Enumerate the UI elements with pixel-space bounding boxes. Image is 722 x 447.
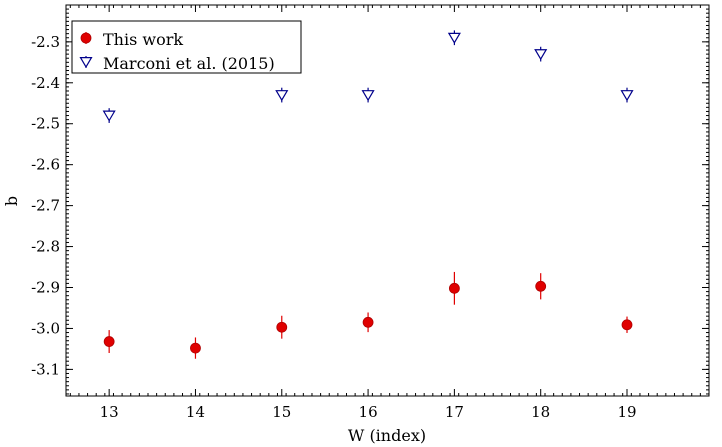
x-axis-label: W (index) xyxy=(348,426,426,445)
x-tick-label: 16 xyxy=(359,403,378,421)
x-tick-label: 13 xyxy=(100,403,119,421)
y-tick-label: -3.0 xyxy=(31,319,60,337)
data-point xyxy=(102,110,116,122)
data-point xyxy=(534,49,548,61)
data-point xyxy=(447,32,461,44)
minor-ticks xyxy=(66,4,709,396)
legend-marker-this-work xyxy=(80,32,92,44)
y-tick-label: -2.5 xyxy=(31,115,60,133)
x-tick-labels: 13 14 15 16 17 18 19 xyxy=(100,403,637,421)
data-point xyxy=(275,90,289,102)
y-tick-label: -2.9 xyxy=(31,279,60,297)
x-tick-label: 18 xyxy=(531,403,550,421)
legend: This work Marconi et al. (2015) xyxy=(71,20,302,74)
legend-label-this-work: This work xyxy=(103,30,183,49)
legend-triangle-marker xyxy=(79,56,93,69)
data-point xyxy=(535,280,547,292)
data-point xyxy=(276,321,288,333)
series-this-work xyxy=(103,271,633,359)
legend-marker-marconi xyxy=(79,56,93,69)
plot-frame xyxy=(65,4,710,397)
x-tick-label: 15 xyxy=(272,403,291,421)
data-points xyxy=(102,30,634,359)
legend-circle-marker xyxy=(80,32,92,44)
data-point xyxy=(361,90,375,102)
y-tick-label: -2.6 xyxy=(31,156,60,174)
x-tick-label: 19 xyxy=(617,403,636,421)
data-point xyxy=(362,316,374,328)
y-tick-label: -3.1 xyxy=(31,360,60,378)
series-marconi xyxy=(102,30,634,123)
data-point xyxy=(621,319,633,331)
legend-label-marconi: Marconi et al. (2015) xyxy=(103,54,275,73)
data-point xyxy=(103,336,115,347)
x-tick-label: 14 xyxy=(186,403,205,421)
legend-box xyxy=(71,20,302,74)
data-point xyxy=(448,282,460,294)
y-tick-label: -2.3 xyxy=(31,33,60,51)
data-point xyxy=(620,90,634,102)
y-tick-label: -2.8 xyxy=(31,238,60,256)
major-ticks xyxy=(66,5,709,396)
y-tick-labels: -2.3 -2.4 -2.5 -2.6 -2.7 -2.8 -2.9 -3.0 -3.1 xyxy=(31,33,60,379)
y-tick-label: -2.7 xyxy=(31,197,60,215)
y-tick-label: -2.4 xyxy=(31,74,60,92)
x-tick-label: 17 xyxy=(445,403,464,421)
y-axis-label: b xyxy=(2,196,21,206)
data-point xyxy=(190,342,201,354)
